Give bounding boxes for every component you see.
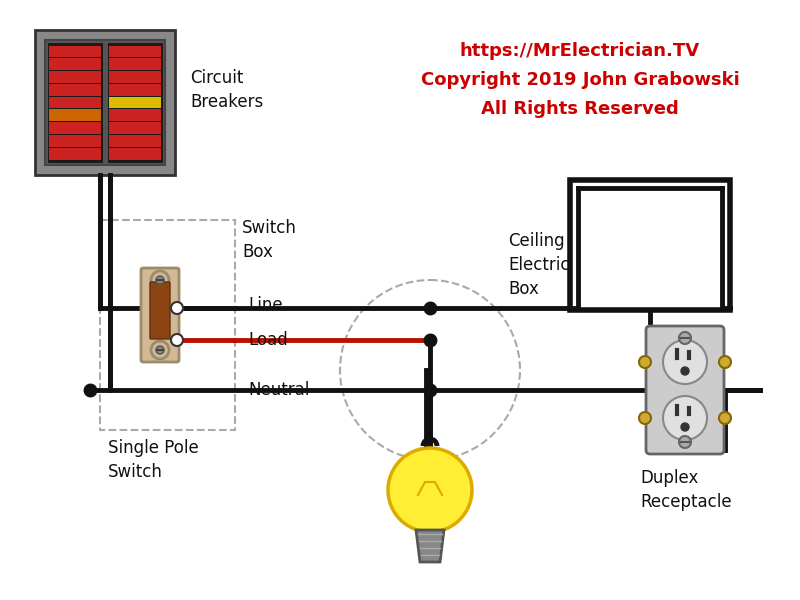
FancyBboxPatch shape [141,268,179,362]
Circle shape [171,334,183,346]
Bar [49,135,101,147]
Text: Single Pole
Switch: Single Pole Switch [108,439,198,481]
Circle shape [681,423,689,431]
Circle shape [388,448,472,532]
Bar [109,84,161,95]
Text: Ceiling
Electrical
Box: Ceiling Electrical Box [508,232,584,298]
Text: Circuit
Breakers: Circuit Breakers [190,69,263,111]
Text: Switch
Box: Switch Box [242,219,297,261]
Bar [49,84,101,95]
Bar [49,71,101,83]
Circle shape [151,341,169,359]
Polygon shape [416,530,444,562]
Circle shape [639,412,651,424]
Bar [109,135,161,147]
Circle shape [679,332,691,344]
Bar [109,71,161,83]
Circle shape [719,356,731,368]
Circle shape [156,276,164,284]
Bar [109,122,161,134]
Bar [49,46,101,57]
Bar [570,180,730,310]
Circle shape [156,346,164,354]
Bar [49,122,101,134]
Text: https://MrElectrician.TV
Copyright 2019 John Grabowski
All Rights Reserved: https://MrElectrician.TV Copyright 2019 … [421,42,739,118]
Bar [109,109,161,121]
Bar [108,43,162,162]
Bar [100,220,235,430]
Bar [45,40,165,165]
Circle shape [679,436,691,448]
Circle shape [151,271,169,289]
Bar [109,148,161,160]
Text: Neutral: Neutral [248,381,310,399]
FancyBboxPatch shape [150,282,170,339]
Circle shape [663,396,707,440]
Bar [48,43,102,162]
Bar [49,148,101,160]
Circle shape [171,302,183,314]
Bar [109,97,161,109]
Text: Load: Load [248,331,288,349]
Bar [49,58,101,70]
Bar [49,109,101,121]
Text: Line: Line [248,296,282,314]
Circle shape [639,356,651,368]
FancyBboxPatch shape [646,326,724,454]
Circle shape [719,412,731,424]
Text: Duplex
Receptacle: Duplex Receptacle [640,469,732,511]
Bar [49,97,101,109]
Bar [109,58,161,70]
Bar [35,30,175,175]
Bar [109,46,161,57]
Circle shape [663,340,707,384]
Circle shape [681,367,689,375]
